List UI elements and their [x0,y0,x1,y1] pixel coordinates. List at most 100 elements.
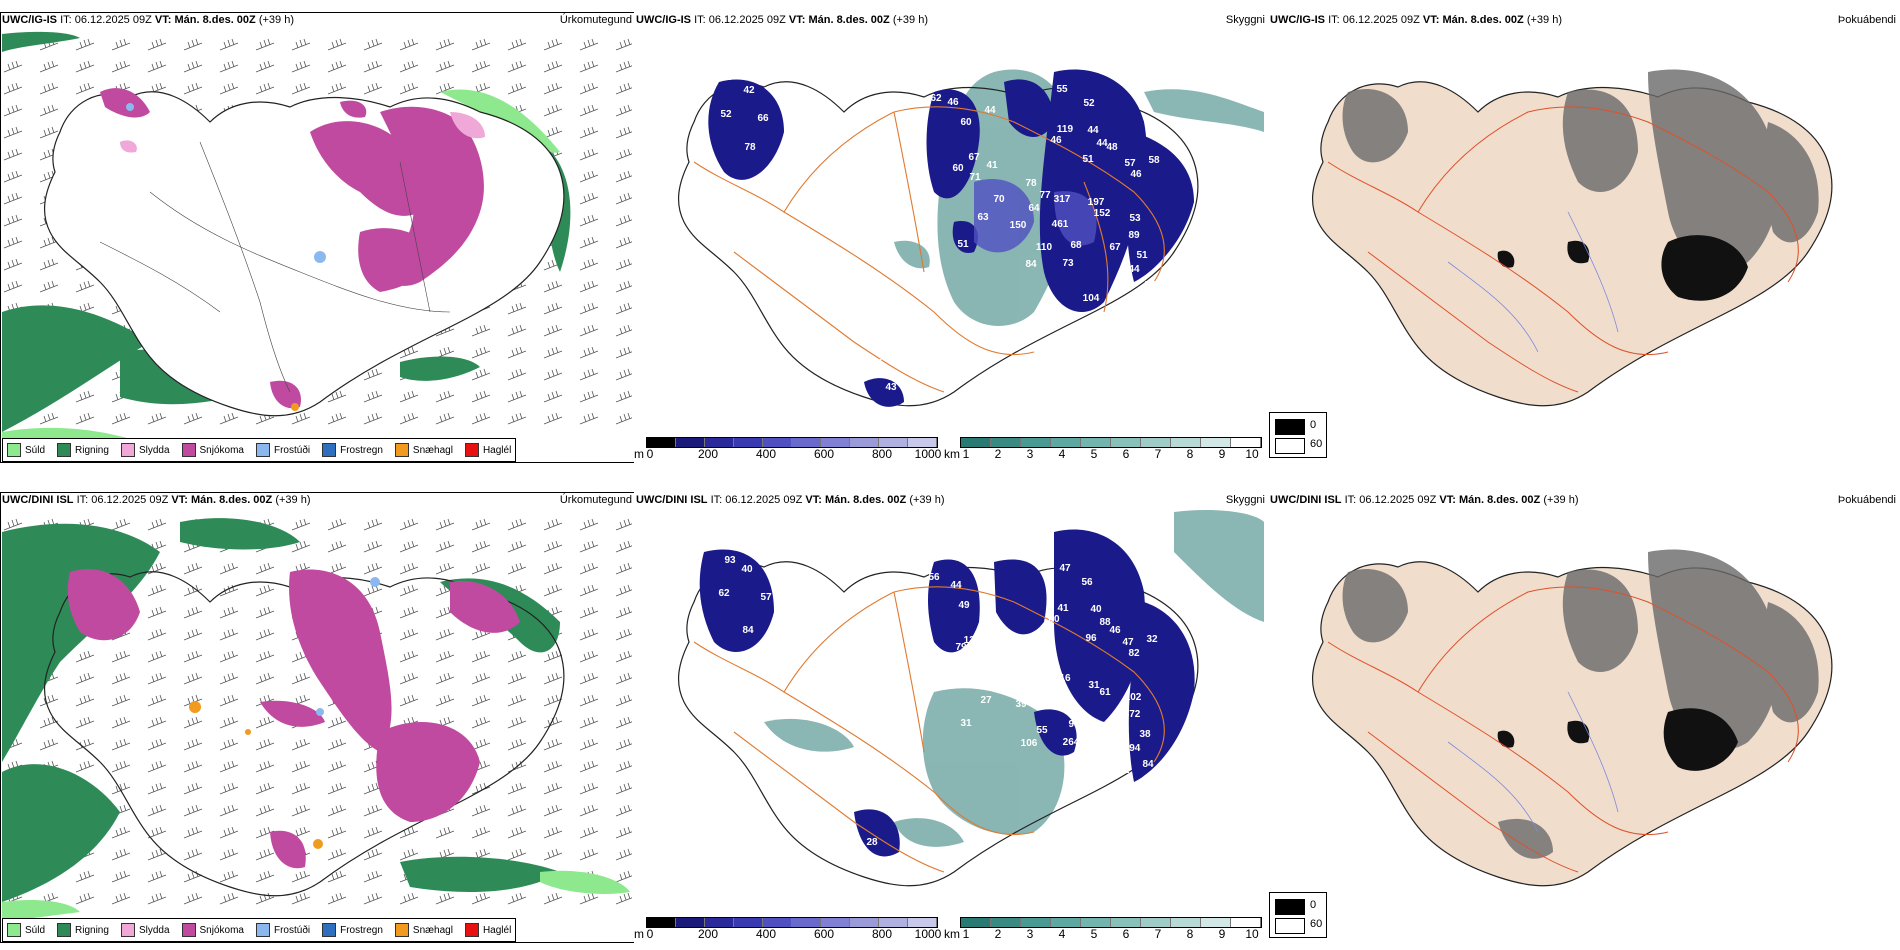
cloud-value-label: 44 [950,580,962,591]
cloud-value-label: 57 [1144,280,1156,291]
panel-title: UWC/IG-IS IT: 06.12.2025 09Z VT: Mán. 8.… [1270,14,1562,26]
colorbar-unit: km [944,447,960,461]
legend-swatch [181,443,196,457]
panel-title: UWC/DINI ISL IT: 06.12.2025 09Z VT: Mán.… [1270,494,1579,506]
colorbar-segment [850,438,879,447]
cloud-value-label: 56 [928,572,940,583]
precip-legend: Súld Rigning Slydda Snjókoma Frostúði Fr… [2,918,517,942]
precip-map [2,31,632,452]
fog-legend-high: 60 [1310,438,1323,450]
cloud-value-label: 64 [1028,203,1040,214]
cloud-value-label: 67 [1109,242,1121,253]
cloud-value-label: 78 [744,142,756,153]
legend-item: Snjókoma [181,923,244,937]
colorbar-bar [646,917,938,928]
cloud-value-label: 96 [881,242,893,253]
cloud-value-label: 65 [721,72,733,83]
fog-swatch-dark [1275,419,1305,435]
cloud-base-light [974,178,1097,253]
colorbar-tick: 1 [962,447,970,461]
colorbar-tick: 400 [755,927,777,941]
fog-areas [1342,69,1819,270]
colorbar-tick: 4 [1058,927,1066,941]
cloud-value-label: 58 [1148,155,1160,166]
legend-swatch [464,923,479,937]
colorbar-segment [1141,918,1171,927]
panel-name: Skyggni [1225,494,1265,506]
snow-pellets [291,403,299,411]
legend-item: Rigning [57,443,109,457]
snow-areas [100,88,484,409]
fog-panel-top: UWC/IG-IS IT: 06.12.2025 09Z VT: Mán. 8.… [1268,12,1900,464]
colorbar-segment [676,918,705,927]
cloud-value-label: 106 [1021,738,1038,749]
cloud-value-label: 79 [955,642,967,653]
panel-name: Úrkomutegund [559,494,632,506]
precip-legend: Súld Rigning Slydda Snjókoma Frostúði Fr… [2,438,517,462]
cloud-value-label: 62 [718,588,730,599]
cloud-value-label: 46 [1130,169,1142,180]
cloud-value-label: 44 [984,105,996,116]
cloud-value-label: 48 [1106,142,1118,153]
colorbar-bar [960,437,1262,448]
colorbar-tick: 800 [871,927,893,941]
colorbar-tick: 10 [1245,927,1259,941]
cloud-value-label: 59 [1037,669,1049,680]
snow-pellets [189,701,323,849]
colorbar-unit: m [634,927,644,941]
colorbar-tick: 600 [813,447,835,461]
colorbar-bar [646,437,938,448]
precip-map [2,512,632,922]
colorbar-unit: km [944,927,960,941]
fog-swatch-light [1275,918,1305,934]
legend-swatch [181,923,196,937]
colorbar-bar [960,917,1262,928]
fog-legend-bottom: 0 60 [1269,892,1327,938]
fog-swatch-dark [1275,899,1305,915]
colorbar-tick: 600 [813,927,835,941]
cloud-value-label: 65 [1083,772,1095,783]
colorbar-tick: 5 [1090,447,1098,461]
cloud-value-label: 372 [1124,709,1141,720]
legend-item: Slydda [120,443,170,457]
legend-item: Snæhagl [394,923,453,937]
cloud-value-label: 98 [1068,719,1080,730]
dense-fog [1497,708,1738,771]
cloud-value-label: 84 [1025,259,1037,270]
cloud-value-label: 52 [1083,98,1095,109]
colorbar-segment [1141,438,1171,447]
cloud-value-label: 51 [1082,154,1094,165]
roads [1327,586,1799,873]
cloud-value-label: 150 [1010,220,1027,231]
fog-areas [1342,549,1819,859]
panel-title: UWC/IG-IS IT: 06.12.2025 09Z VT: Mán. 8.… [636,14,928,26]
legend-item: Haglél [464,443,511,457]
colorbar-segment [879,438,908,447]
colorbar-segment [705,438,734,447]
colorbar-segment [1051,438,1081,447]
cloud-value-label: 60 [960,117,972,128]
cloud-map: 65 42 52 66 78 73 45 62 46 44 55 52 60 44 119 44 67 46 51 5… [678,69,1264,407]
cloud-map: 93 40 62 57 84 80 58 56 44 58 47 56 49 40 41 88 138 80 96 4… [678,510,1264,887]
cloud-value-label: 98 [884,725,896,736]
panel-title: UWC/DINI ISL IT: 06.12.2025 09Z VT: Mán.… [636,494,945,506]
cloud-value-label: 314 [866,358,883,369]
fog-legend-high: 60 [1310,918,1323,930]
colorbar-tick: 7 [1154,927,1162,941]
colorbar-segment [792,918,821,927]
precip-panel-top: UWC/IG-IS IT: 06.12.2025 09Z VT: Mán. 8.… [0,12,636,464]
cloud-value-label: 82 [1128,648,1140,659]
colorbar-tick: 800 [871,447,893,461]
colorbar-tick: 9 [1218,447,1226,461]
colorbar-tick: 9 [1218,927,1226,941]
legend-item: Frostregn [322,443,383,457]
cloud-values: 93 40 62 57 84 80 58 56 44 58 47 56 49 40 41 88 138 80 96 4… [718,555,1158,848]
colorbar-tick: 8 [1186,927,1194,941]
cloud-value-label: 110 [1036,242,1053,253]
colorbar-segment [1081,438,1111,447]
cloud-base-areas [699,529,1195,857]
cloud-value-label: 141 [1021,657,1038,668]
cloud-values: 65 42 52 66 78 73 45 62 46 44 55 52 60 44 119 44 67 46 51 5… [720,72,1160,393]
colorbar-segment [1081,918,1111,927]
colorbar-tick: 400 [755,447,777,461]
